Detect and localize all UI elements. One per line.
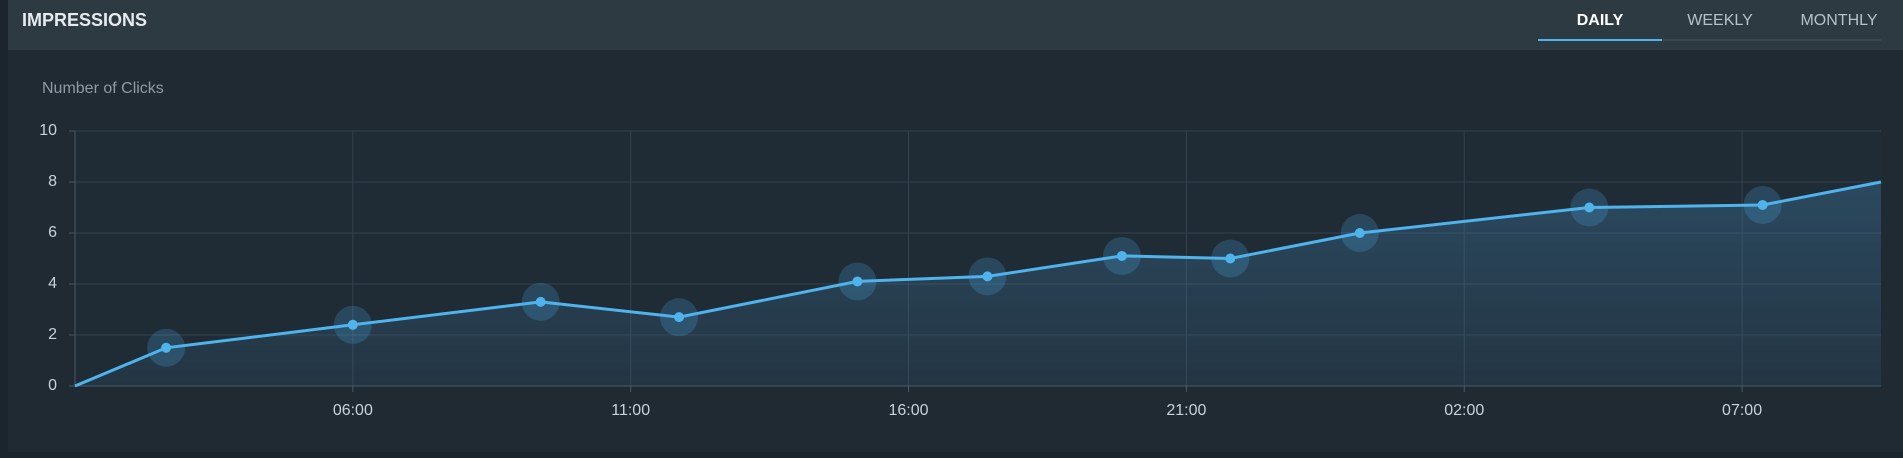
tab-underline [1538, 39, 1662, 41]
tab[interactable]: WEEKLY [1687, 12, 1753, 29]
area [75, 182, 1881, 386]
y-tick-label: 6 [48, 224, 57, 241]
point[interactable] [982, 271, 993, 282]
x-tick-label: 06:00 [333, 402, 373, 419]
x-tick-label: 02:00 [1444, 402, 1484, 419]
y-tick-label: 8 [48, 173, 57, 190]
y-axis-label: Number of Clicks [42, 80, 164, 97]
tab[interactable]: DAILY [1577, 12, 1624, 29]
y-tick-label: 2 [48, 326, 57, 343]
point[interactable] [347, 319, 358, 330]
point[interactable] [674, 312, 685, 323]
panel-header [8, 0, 1903, 50]
y-tick-label: 0 [48, 377, 57, 394]
y-tick-label: 10 [39, 122, 57, 139]
tab[interactable]: MONTHLY [1800, 12, 1877, 29]
x-tick-label: 07:00 [1722, 402, 1762, 419]
point[interactable] [1584, 202, 1595, 213]
point[interactable] [1225, 253, 1236, 264]
point[interactable] [1116, 250, 1127, 261]
tab-bar: DAILY WEEKLY MONTHLY [1538, 12, 1878, 41]
panel-title: IMPRESSIONS [22, 10, 147, 30]
point[interactable] [161, 342, 172, 353]
point[interactable] [535, 296, 546, 307]
point[interactable] [1354, 228, 1365, 238]
point[interactable] [852, 276, 863, 287]
y-tick-label: 4 [48, 275, 57, 292]
plot: 0 2 4 6 8 10 06:00 11:00 16:00 21:00 02:00 07:00 [39, 122, 1882, 419]
x-tick-label: 11:00 [611, 402, 650, 419]
x-tick-label: 16:00 [889, 402, 929, 419]
x-tick-label: 21:00 [1166, 402, 1206, 419]
point[interactable] [1757, 199, 1768, 210]
